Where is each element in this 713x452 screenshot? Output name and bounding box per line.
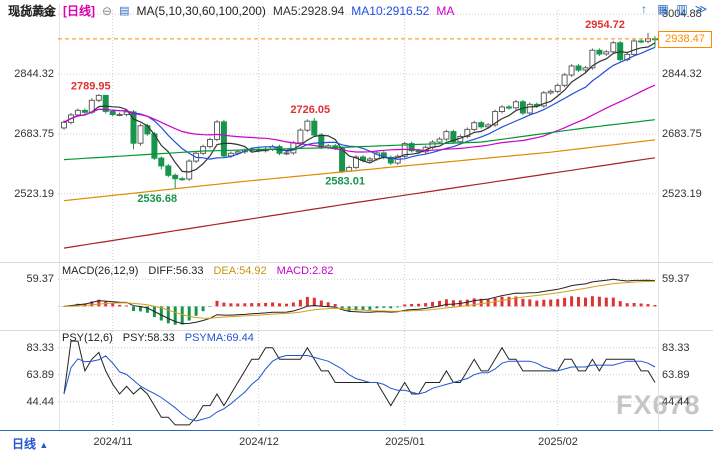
watermark: FX678	[616, 390, 701, 420]
macd-diff-label: DIFF:56.33	[148, 265, 204, 277]
panel-separator	[0, 262, 713, 263]
x-tick-label: 2024/12	[239, 436, 279, 448]
chart-toolbar: ↑ ▦ ▥ ≫	[637, 2, 708, 16]
ma5-value-label: MA5:2928.94	[272, 3, 345, 18]
symbol-name: 现货黄金	[8, 4, 57, 18]
last-price-tag: 2938.47	[658, 31, 712, 48]
panel-icon[interactable]: ▥	[676, 2, 688, 16]
svg-text:2789.95: 2789.95	[71, 80, 111, 92]
psy-name-label: PSY(12,6)	[62, 332, 113, 344]
y-tick-right: 2683.75	[662, 128, 702, 140]
macd-name-label: MACD(26,12,9)	[62, 265, 139, 277]
psy-tick-left: 83.33	[26, 342, 54, 354]
psy-legend: PSY(12,6) PSY:58.33 PSYMA:69.44	[62, 332, 254, 344]
grid-icon[interactable]: ▦	[657, 2, 669, 16]
x-tick-label: 2025/01	[385, 436, 425, 448]
arrow-up-icon[interactable]: ↑	[641, 2, 647, 16]
psy-tick-right: 83.33	[662, 342, 690, 354]
macd-legend: MACD(26,12,9) DIFF:56.33 DEA:54.92 MACD:…	[62, 265, 334, 277]
psy-value-label: PSY:58.33	[122, 332, 175, 344]
psyma-value-label: PSYMA:69.44	[184, 332, 254, 344]
macd-value-label: MACD:2.82	[276, 265, 334, 277]
collapse-icon[interactable]: ⊖	[102, 3, 113, 18]
x-tick-label: 2025/02	[538, 436, 578, 448]
timeframe-tag: [日线]	[63, 4, 96, 18]
macd-tick-left: 59.37	[26, 273, 54, 285]
y-tick-right: 2844.32	[662, 68, 702, 80]
ma10-value-label: MA10:2916.52	[351, 3, 430, 18]
timeframe-selector[interactable]: 日线 ▲	[12, 437, 49, 451]
svg-text:2583.01: 2583.01	[325, 176, 365, 188]
y-tick-right: 2523.19	[662, 188, 702, 200]
psy-tick-right: 44.44	[662, 396, 690, 408]
ma-group-label: MA(5,10,30,60,100,200)	[136, 3, 266, 18]
svg-text:2726.05: 2726.05	[290, 104, 330, 116]
y-tick-left: 2683.75	[14, 128, 54, 140]
double-arrow-icon[interactable]: ≫	[694, 2, 708, 16]
macd-tick-right: 59.37	[662, 273, 690, 285]
y-tick-left: 3004.88	[14, 8, 54, 20]
y-tick-left: 2523.19	[14, 188, 54, 200]
time-axis-bar: 日线 ▲ 2024/11 2024/12 2025/01 2025/02	[0, 430, 713, 452]
indicator-list-icon[interactable]: ▤	[119, 5, 130, 17]
chart-header: 现货黄金 [日线] ⊖ ▤ MA(5,10,30,60,100,200) MA5…	[8, 2, 454, 19]
macd-dea-label: DEA:54.92	[213, 265, 267, 277]
y-tick-left: 2844.32	[14, 68, 54, 80]
psy-tick-left: 63.89	[26, 369, 54, 381]
ma-truncated-label: MA	[436, 3, 455, 18]
panel-separator	[0, 330, 713, 331]
svg-text:2536.68: 2536.68	[137, 193, 177, 205]
psy-tick-right: 63.89	[662, 369, 690, 381]
chevron-up-icon: ▲	[39, 440, 49, 450]
x-tick-label: 2024/11	[93, 436, 133, 448]
psy-tick-left: 44.44	[26, 396, 54, 408]
y-tick-right: 3004.88	[662, 8, 702, 20]
svg-text:2954.72: 2954.72	[585, 19, 625, 31]
